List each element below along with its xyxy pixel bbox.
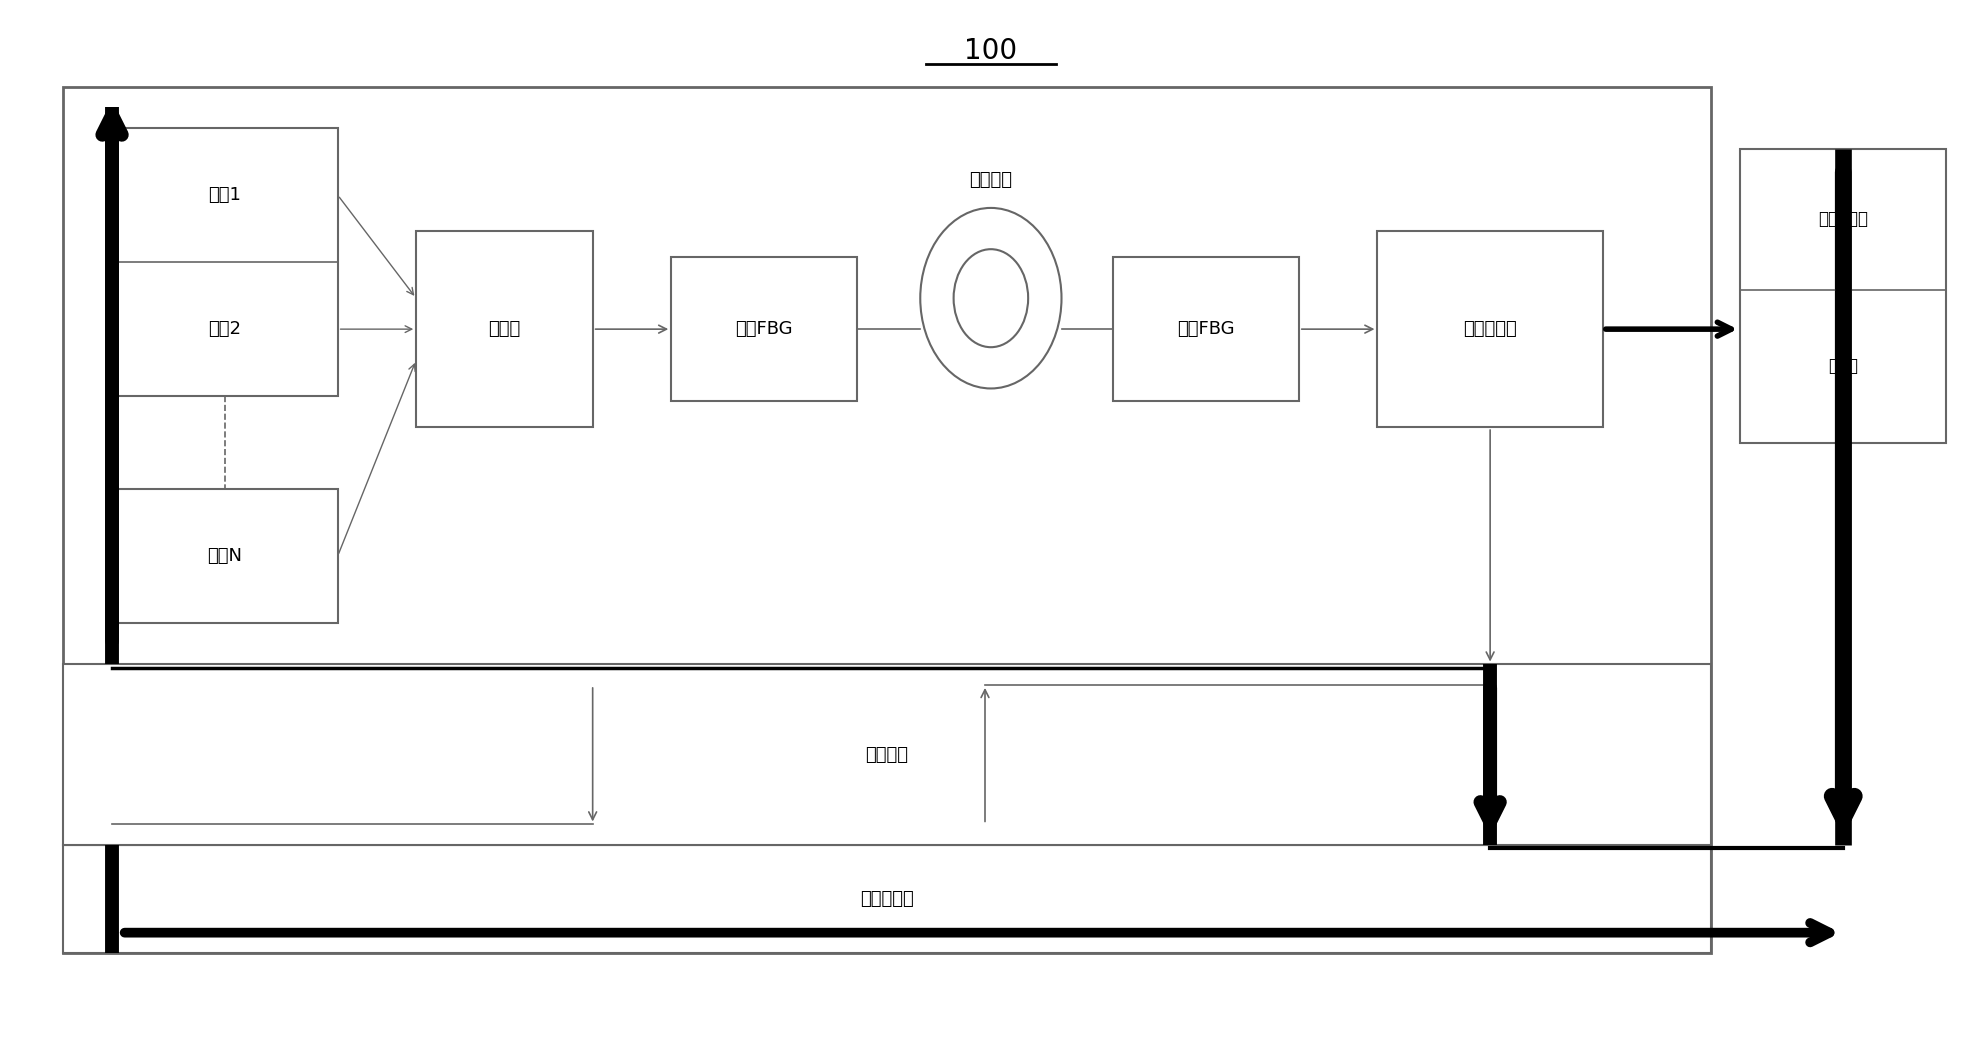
- Bar: [63, 844, 1710, 954]
- Bar: [416, 231, 593, 427]
- Ellipse shape: [920, 208, 1062, 389]
- Text: 循环冷却机: 循环冷却机: [861, 890, 914, 908]
- Bar: [1740, 149, 1946, 443]
- Text: 高功率输出: 高功率输出: [1818, 210, 1868, 228]
- Text: 合束器: 合束器: [489, 320, 520, 338]
- Bar: [63, 86, 1710, 954]
- Text: 100: 100: [965, 36, 1017, 64]
- Text: 泵源2: 泵源2: [209, 320, 242, 338]
- Bar: [112, 128, 337, 396]
- Bar: [112, 489, 337, 623]
- Text: 泵源N: 泵源N: [207, 547, 242, 565]
- Bar: [1377, 231, 1604, 427]
- Text: 高反FBG: 高反FBG: [735, 320, 794, 338]
- Bar: [1113, 257, 1298, 401]
- Text: 低反FBG: 低反FBG: [1176, 320, 1235, 338]
- Text: 泵源1: 泵源1: [209, 186, 240, 204]
- Text: 有源光纤: 有源光纤: [969, 171, 1013, 188]
- Text: 准直器: 准直器: [1828, 357, 1858, 375]
- Bar: [63, 665, 1710, 844]
- Ellipse shape: [953, 250, 1028, 347]
- Text: 泵浦泄漏点: 泵浦泄漏点: [1464, 320, 1517, 338]
- Bar: [672, 257, 857, 401]
- Text: 控制电路: 控制电路: [865, 746, 908, 763]
